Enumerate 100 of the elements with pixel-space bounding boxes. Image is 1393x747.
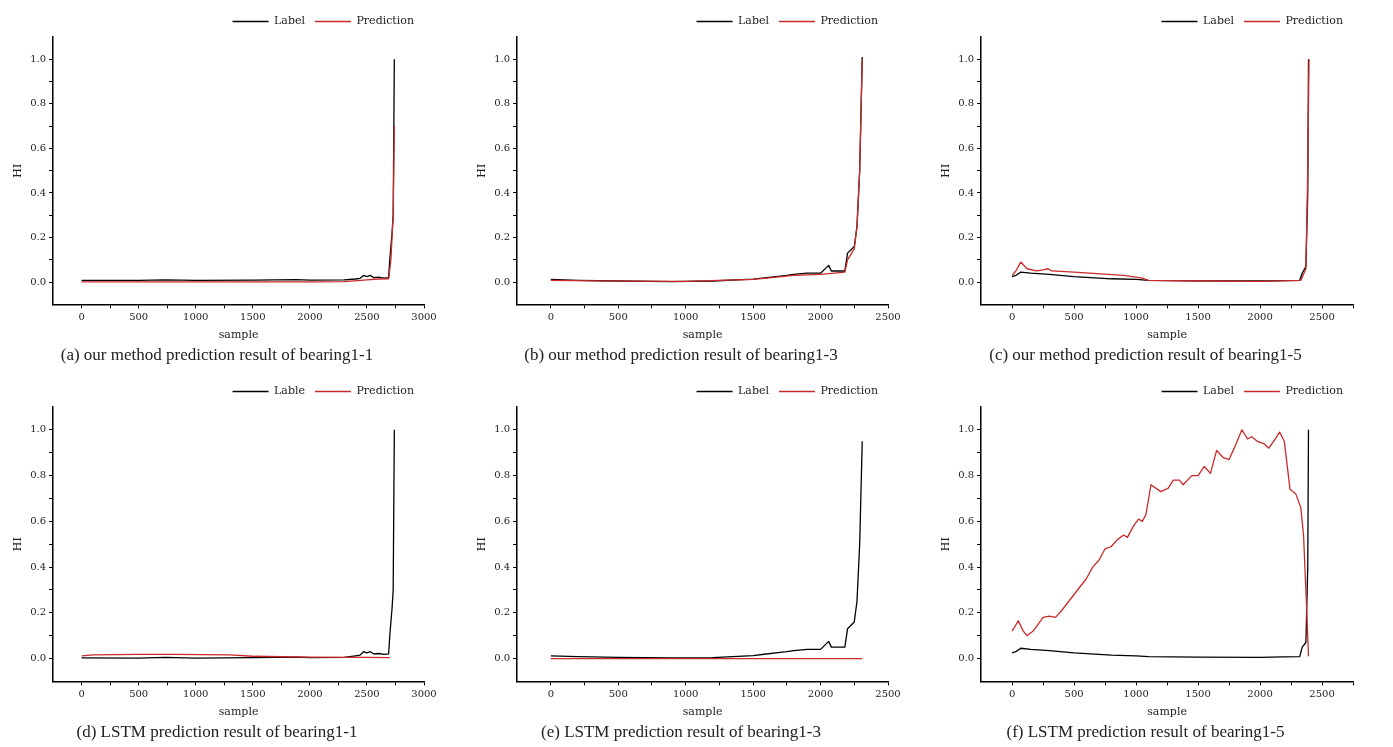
x-tick-label: 2000 [1247,687,1273,699]
x-tick-label: 0 [78,310,85,322]
y-tick-label: 0.0 [30,652,47,664]
y-axis-title: HI [11,163,25,178]
text: (d) LSTM prediction result of bearing1-1 [76,722,358,742]
x-tick-label: 1500 [740,310,766,322]
x-axis-title: sample [682,327,723,341]
x-tick-label: 2500 [1309,310,1335,322]
y-tick-label: 0.2 [958,606,975,618]
x-tick-label: 0 [547,310,555,322]
legend-label: Prediction [356,384,415,398]
text: (e) LSTM prediction result of bearing1-3 [541,722,821,742]
y-axis-title: HI [11,537,25,552]
y-axis-title: HI [939,537,953,552]
x-tick-label: 1000 [1123,687,1149,699]
x-tick-label: 2500 [354,310,380,322]
y-tick-label: 1.0 [958,52,975,64]
y-tick-label: 0.0 [494,275,511,287]
legend-label: Label [1203,14,1235,28]
x-tick-label: 2500 [875,687,901,699]
y-tick-label: 0.0 [958,275,975,287]
y-tick-label: 1.0 [494,52,511,64]
y-axis-title: HI [475,537,489,552]
x-axis-title: sample [1147,327,1187,341]
text: (c) our method prediction result of bearing1-5 [989,345,1302,365]
y-tick-label: 1.0 [30,423,47,435]
x-tick-label: 2500 [875,310,901,322]
x-tick-label: 2000 [807,310,834,322]
legend-label: Lable [274,384,305,398]
y-tick-label: 0.8 [30,469,47,481]
y-tick-label: 1.0 [494,423,511,435]
x-tick-label: 3000 [411,687,437,699]
y-tick-label: 0.2 [30,606,47,618]
y-tick-label: 0.6 [494,514,511,526]
legend-label: Label [274,14,306,28]
y-tick-label: 0.6 [494,142,511,154]
x-tick-label: 1500 [240,687,266,699]
y-tick-label: 0.6 [958,142,975,154]
x-tick-label: 2500 [1309,687,1335,699]
x-tick-label: 1500 [1185,687,1211,699]
x-tick-label: 0 [1008,687,1016,699]
x-tick-label: 0 [547,687,555,699]
y-tick-label: 0.8 [30,97,47,109]
y-tick-label: 0.8 [958,469,975,481]
y-tick-label: 0.2 [494,606,511,618]
y-tick-label: 0.6 [30,514,47,526]
y-tick-label: 1.0 [30,52,47,64]
text: (f) LSTM prediction result of bearing1-5 [1006,722,1285,742]
y-tick-label: 0.2 [494,231,511,243]
x-axis-title: sample [682,704,723,718]
y-tick-label: 1.0 [958,423,975,435]
y-tick-label: 0.6 [958,514,975,526]
y-tick-label: 0.0 [30,275,47,287]
x-tick-label: 1500 [740,687,766,699]
x-tick-label: 500 [1064,310,1084,322]
text: (a) our method prediction result of bearing1-1 [60,345,374,365]
y-tick-label: 0.6 [30,142,47,154]
y-tick-label: 0.4 [958,186,975,198]
x-tick-label: 2000 [297,310,323,322]
x-tick-label: 1000 [672,310,699,322]
x-tick-label: 0 [1008,310,1016,322]
x-tick-label: 2500 [354,687,380,699]
y-tick-label: 0.0 [494,652,511,664]
legend-label: Prediction [356,14,415,28]
y-tick-label: 0.0 [958,652,975,664]
legend-label: Prediction [820,384,879,398]
x-tick-label: 1000 [183,310,209,322]
x-tick-label: 3000 [411,310,437,322]
legend-label: Prediction [1285,384,1344,398]
x-tick-label: 500 [129,310,149,322]
legend-label: Label [1203,384,1235,398]
x-tick-label: 1500 [1185,310,1211,322]
y-axis-title: HI [475,163,489,178]
y-tick-label: 0.8 [494,469,511,481]
x-tick-label: 1000 [183,687,209,699]
y-tick-label: 0.8 [958,97,975,109]
y-tick-label: 0.4 [30,560,47,572]
legend-label: Label [738,384,770,398]
x-axis-title: sample [218,704,259,718]
x-tick-label: 500 [608,687,628,699]
x-tick-label: 2000 [1247,310,1273,322]
y-tick-label: 0.2 [958,231,975,243]
y-tick-label: 0.4 [958,560,975,572]
legend-label: Prediction [1285,14,1344,28]
legend-label: Prediction [820,14,879,28]
legend-label: Label [738,14,770,28]
x-tick-label: 500 [1064,687,1084,699]
x-tick-label: 1000 [1123,310,1149,322]
y-tick-label: 0.4 [494,186,511,198]
x-tick-label: 0 [78,687,85,699]
x-axis-title: sample [218,327,259,341]
x-tick-label: 1500 [240,310,266,322]
x-axis-title: sample [1147,704,1187,718]
y-tick-label: 0.4 [494,560,511,572]
x-tick-label: 2000 [807,687,834,699]
y-axis-title: HI [939,163,953,178]
y-tick-label: 0.4 [30,186,47,198]
x-tick-label: 2000 [297,687,323,699]
x-tick-label: 1000 [672,687,699,699]
y-tick-label: 0.2 [30,231,47,243]
